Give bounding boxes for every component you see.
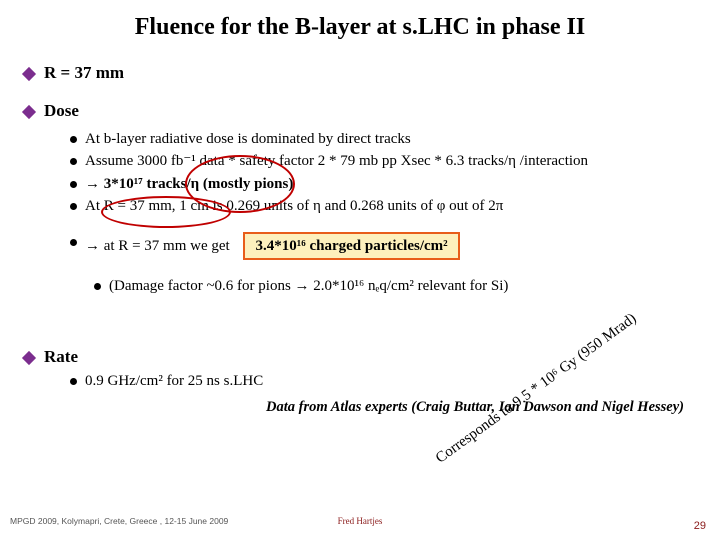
rate-sub-bullets: 0.9 GHz/cm² for 25 ns s.LHC xyxy=(70,371,702,391)
bullet-dot-icon xyxy=(70,181,77,188)
dose-b1: At b-layer radiative dose is dominated b… xyxy=(85,129,411,149)
bullet-dot-icon xyxy=(70,158,77,165)
footer-left: MPGD 2009, Kolymapri, Crete, Greece , 12… xyxy=(10,516,228,526)
list-item: At R = 37 mm, 1 cm is 0.269 units of η a… xyxy=(70,196,702,216)
list-item: → 3*10¹⁷ tracks/η (mostly pions) xyxy=(70,174,702,194)
bullet-dot-icon xyxy=(70,136,77,143)
footer-center: Fred Hartjes xyxy=(338,516,383,526)
bullet-dose: Dose xyxy=(24,101,702,121)
diamond-icon xyxy=(22,350,36,364)
list-item: (Damage factor ~0.6 for pions → 2.0*10¹⁶… xyxy=(94,276,702,296)
highlight-box: 3.4*10¹⁶ charged particles/cm² xyxy=(243,232,459,260)
bullet-r: R = 37 mm xyxy=(24,63,702,83)
rate-b1: 0.9 GHz/cm² for 25 ns s.LHC xyxy=(85,371,263,391)
bullet-dot-icon xyxy=(70,378,77,385)
dose-b3: → 3*10¹⁷ tracks/η (mostly pions) xyxy=(85,174,293,194)
footer: MPGD 2009, Kolymapri, Crete, Greece , 12… xyxy=(0,516,720,532)
slide-number: 29 xyxy=(694,520,706,532)
dose-label: Dose xyxy=(44,101,79,121)
dose-b2: Assume 3000 fb⁻¹ data * safety factor 2 … xyxy=(85,151,588,171)
dose-b6: (Damage factor ~0.6 for pions → 2.0*10¹⁶… xyxy=(109,276,508,296)
damage-factor-row: (Damage factor ~0.6 for pions → 2.0*10¹⁶… xyxy=(94,276,702,296)
r-text: R = 37 mm xyxy=(44,63,124,83)
bullet-dot-icon xyxy=(94,283,101,290)
diamond-icon xyxy=(22,105,36,119)
bullet-dot-icon xyxy=(70,239,77,246)
rate-label: Rate xyxy=(44,347,78,367)
dose-b4: At R = 37 mm, 1 cm is 0.269 units of η a… xyxy=(85,196,503,216)
attribution-text: Data from Atlas experts (Craig Buttar, I… xyxy=(24,399,702,416)
diamond-icon xyxy=(22,67,36,81)
list-item: → at R = 37 mm we get 3.4*10¹⁶ charged p… xyxy=(70,232,702,260)
slide-title: Fluence for the B-layer at s.LHC in phas… xyxy=(0,0,720,41)
list-item: At b-layer radiative dose is dominated b… xyxy=(70,129,702,149)
dose-sub-bullets: At b-layer radiative dose is dominated b… xyxy=(70,129,702,260)
list-item: Assume 3000 fb⁻¹ data * safety factor 2 … xyxy=(70,151,702,171)
list-item: 0.9 GHz/cm² for 25 ns s.LHC xyxy=(70,371,702,391)
bullet-dot-icon xyxy=(70,203,77,210)
content-area: R = 37 mm Dose At b-layer radiative dose… xyxy=(0,41,720,416)
dose-b5: → at R = 37 mm we get 3.4*10¹⁶ charged p… xyxy=(85,232,460,260)
